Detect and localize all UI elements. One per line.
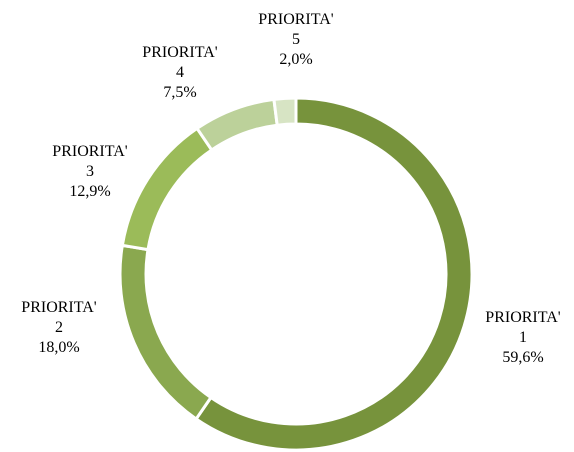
donut-segment bbox=[118, 243, 213, 422]
value-label: 59,6% bbox=[502, 349, 544, 366]
donut-segment bbox=[120, 126, 214, 252]
data-label: PRIORITA' 5 2,0% bbox=[254, 10, 338, 70]
category-label: PRIORITA' 1 bbox=[485, 309, 561, 346]
category-label: PRIORITA' 5 bbox=[258, 11, 334, 48]
category-label: PRIORITA' 4 bbox=[142, 44, 218, 81]
donut-segment bbox=[194, 96, 474, 452]
donut-segment bbox=[194, 97, 279, 153]
data-label: PRIORITA' 4 7,5% bbox=[138, 43, 222, 103]
category-label: PRIORITA' 2 bbox=[21, 299, 97, 336]
value-label: 18,0% bbox=[38, 339, 80, 356]
value-label: 7,5% bbox=[163, 84, 197, 101]
donut-segment bbox=[272, 96, 298, 127]
value-label: 12,9% bbox=[69, 183, 111, 200]
data-label: PRIORITA' 3 12,9% bbox=[48, 142, 132, 202]
data-label: PRIORITA' 1 59,6% bbox=[481, 308, 565, 368]
value-label: 2,0% bbox=[279, 51, 313, 68]
data-label: PRIORITA' 2 18,0% bbox=[17, 298, 101, 358]
category-label: PRIORITA' 3 bbox=[52, 143, 128, 180]
